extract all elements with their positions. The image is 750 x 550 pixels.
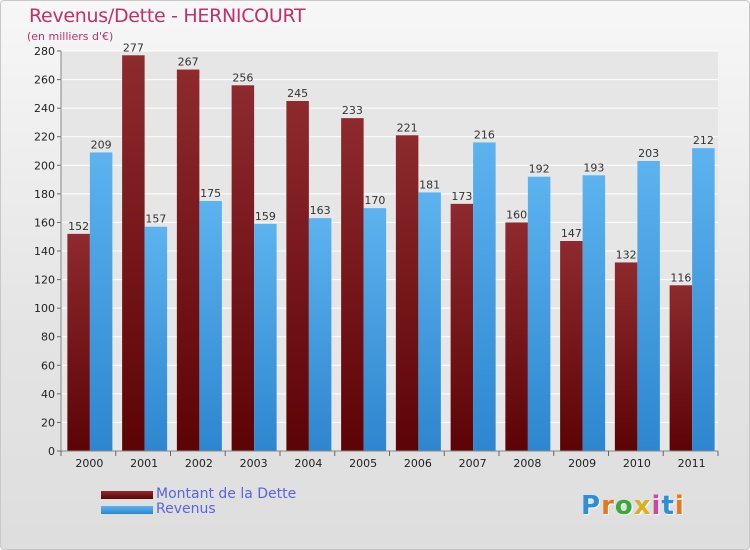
bar-revenus-2000 (89, 152, 113, 451)
bar-revenus-2009 (582, 175, 606, 452)
data-label: 160 (506, 208, 527, 221)
bar-revenus-2006 (418, 192, 441, 451)
x-tick-label: 2010 (623, 457, 651, 470)
bar-dette-2009 (560, 241, 583, 451)
x-tick-label: 2009 (568, 457, 596, 470)
data-label: 209 (91, 138, 112, 151)
y-tick-label: 180 (34, 188, 55, 201)
logo-letter: o (614, 491, 634, 521)
logo-letter: i (651, 491, 662, 521)
bar-dette-2011 (669, 285, 693, 451)
bar-revenus-2004 (308, 218, 332, 451)
x-tick-label: 2004 (294, 457, 322, 470)
data-label: 116 (670, 271, 691, 284)
y-tick-label: 120 (34, 274, 55, 287)
data-label: 157 (145, 213, 166, 226)
x-tick-label: 2000 (75, 457, 103, 470)
logo-letter: x (633, 491, 652, 521)
legend-swatch-revenus (101, 506, 153, 514)
data-label: 233 (342, 104, 363, 117)
logo-letter: t (661, 491, 675, 521)
bar-dette-2008 (505, 222, 528, 451)
bar-revenus-2001 (144, 226, 168, 451)
x-tick-label: 2003 (240, 457, 268, 470)
data-label: 221 (397, 121, 418, 134)
bar-revenus-2007 (473, 142, 496, 451)
data-label: 175 (200, 187, 221, 200)
data-label: 212 (693, 134, 714, 147)
bar-revenus-2011 (692, 148, 715, 451)
data-label: 245 (287, 87, 308, 100)
y-tick-label: 220 (34, 131, 55, 144)
y-tick-label: 0 (48, 445, 55, 458)
bar-dette-2001 (122, 55, 145, 452)
bar-revenus-2010 (637, 161, 660, 451)
chart-subtitle: (en milliers d'€) (27, 30, 114, 43)
legend-label-revenus: Revenus (156, 501, 216, 517)
bar-revenus-2005 (363, 208, 387, 451)
data-label: 170 (364, 194, 385, 207)
data-label: 277 (123, 41, 144, 54)
bar-dette-2005 (341, 118, 364, 452)
x-tick-label: 2002 (185, 457, 213, 470)
y-tick-label: 260 (34, 74, 55, 87)
bar-revenus-2003 (254, 223, 277, 451)
bar-dette-2010 (614, 262, 638, 451)
y-tick-label: 140 (34, 245, 55, 258)
data-label: 152 (68, 220, 89, 233)
data-label: 193 (583, 161, 604, 174)
legend-swatch-dette (101, 491, 153, 499)
x-tick-label: 2008 (513, 457, 541, 470)
bar-dette-2004 (286, 101, 309, 451)
y-tick-label: 280 (34, 45, 55, 58)
y-tick-label: 20 (41, 416, 55, 429)
bar-dette-2000 (67, 233, 90, 451)
bar-revenus-2002 (199, 201, 222, 451)
data-label: 203 (638, 147, 659, 160)
data-label: 159 (255, 210, 276, 223)
bar-dette-2003 (231, 85, 255, 452)
bar-dette-2007 (450, 203, 474, 451)
data-label: 163 (310, 204, 331, 217)
y-tick-label: 200 (34, 159, 55, 172)
logo-letter: r (601, 491, 615, 521)
y-tick-label: 100 (34, 302, 55, 315)
proxiti-logo: Proxiti (581, 491, 685, 521)
bar-dette-2006 (395, 135, 419, 452)
logo-letter: i (674, 491, 685, 521)
x-tick-label: 2007 (459, 457, 487, 470)
y-tick-label: 240 (34, 102, 55, 115)
data-label: 256 (232, 71, 253, 84)
x-tick-label: 2006 (404, 457, 432, 470)
y-tick-label: 160 (34, 216, 55, 229)
y-tick-label: 80 (41, 331, 55, 344)
data-label: 192 (529, 163, 550, 176)
x-tick-label: 2005 (349, 457, 377, 470)
legend-label-dette: Montant de la Dette (156, 486, 297, 502)
data-label: 267 (178, 56, 199, 69)
logo-letter: P (581, 491, 602, 521)
chart-title: Revenus/Dette - HERNICOURT (29, 5, 306, 27)
bar-revenus-2008 (527, 176, 551, 451)
y-tick-label: 40 (41, 388, 55, 401)
y-tick-label: 60 (41, 359, 55, 372)
bar-dette-2002 (176, 69, 200, 452)
data-label: 181 (419, 178, 440, 191)
data-label: 173 (451, 190, 472, 203)
x-tick-label: 2001 (130, 457, 158, 470)
data-label: 216 (474, 128, 495, 141)
x-tick-label: 2011 (678, 457, 706, 470)
data-label: 132 (616, 248, 637, 261)
data-label: 147 (561, 227, 582, 240)
